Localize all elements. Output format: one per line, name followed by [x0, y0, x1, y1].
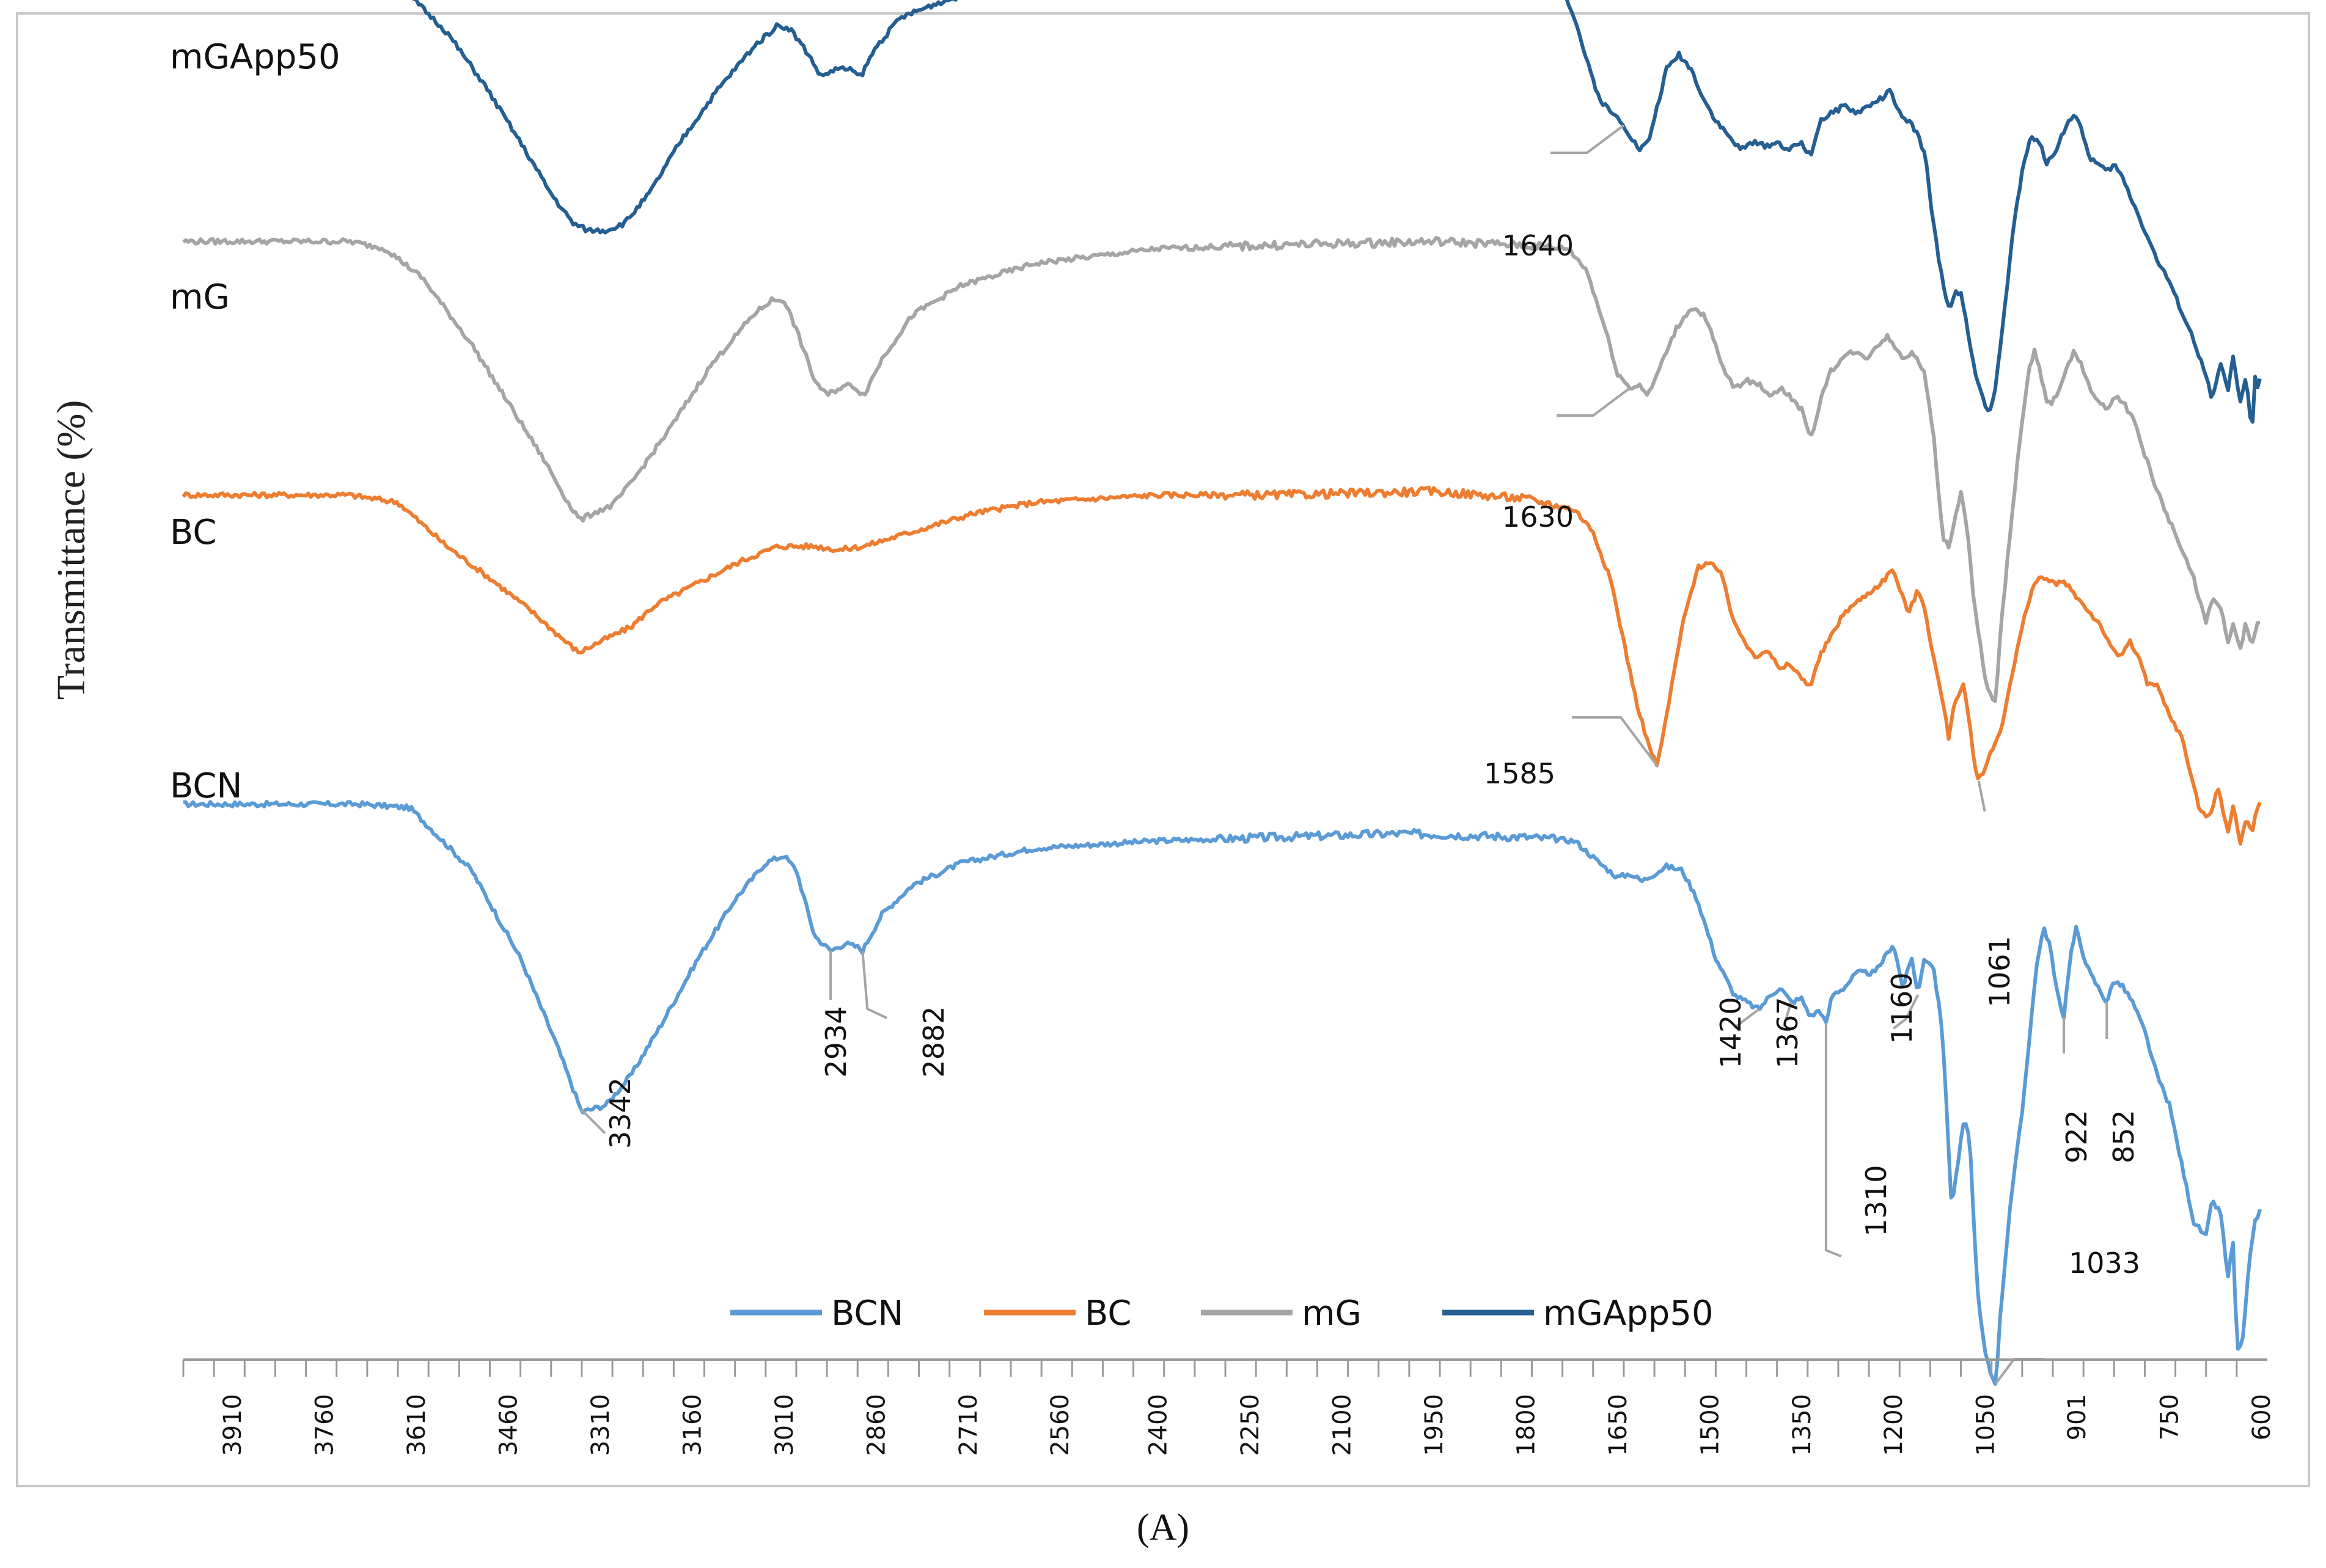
series-name-bc: BC — [170, 513, 217, 552]
annotation-label-1160: 1160 — [1885, 972, 1918, 1044]
annotation-label-852: 852 — [2107, 1110, 2140, 1163]
x-tick-label-600: 600 — [2248, 1394, 2276, 1440]
x-axis: 3910 3760 3610 3460 3310 3160 3010 2860 2710 2560… — [182, 1358, 2276, 1456]
x-tick-label-3910: 3910 — [219, 1394, 247, 1456]
annotation-label-1640: 1640 — [1502, 229, 1574, 262]
x-tick-label-3010: 3010 — [771, 1394, 799, 1456]
figure-caption: (A) — [1137, 1507, 1189, 1548]
x-tick-label-3760: 3760 — [311, 1394, 339, 1456]
series-name-bcn: BCN — [170, 766, 242, 806]
annotation-label-922: 922 — [2060, 1110, 2093, 1163]
annotation-label-1367: 1367 — [1771, 997, 1804, 1068]
annotation-leader-1420 — [1733, 1008, 1759, 1029]
annotation-leader-3342 — [579, 1108, 606, 1135]
annotation-leader-1061 — [1977, 780, 1986, 812]
series-line-mg — [182, 236, 2261, 703]
x-tick-label-1350: 1350 — [1788, 1394, 1816, 1456]
annotation-label-2934: 2934 — [820, 1006, 853, 1077]
legend-label-mg: mG — [1302, 1294, 1362, 1333]
x-tick-label-1200: 1200 — [1880, 1394, 1908, 1456]
x-tick-label-750: 750 — [2156, 1394, 2184, 1440]
series-line-bcn — [183, 799, 2262, 1386]
y-axis-label: Transmittance (%) — [49, 400, 94, 700]
annotation-label-1061: 1061 — [1983, 936, 2016, 1007]
chart-border — [16, 12, 2310, 1487]
annotation-leader-1160 — [1893, 994, 1920, 1030]
annotation-leader-1310 — [1824, 1024, 1842, 1258]
series-name-mgapp50: mGApp50 — [170, 37, 340, 77]
x-tick-label-2560: 2560 — [1046, 1394, 1074, 1456]
peak-annotations: 3342 2934 2882 1420 1367 1310 1160 922 852 1033 15… — [579, 124, 2140, 1385]
x-tick-label-3160: 3160 — [678, 1394, 706, 1456]
annotation-label-1585: 1585 — [1484, 757, 1555, 790]
legend: BCN BC mG mGApp50 — [730, 1294, 1714, 1333]
x-tick-label-2710: 2710 — [955, 1394, 983, 1456]
annotation-label-1310: 1310 — [1860, 1165, 1893, 1236]
series-lines — [182, 0, 2262, 1386]
x-tick-label-1950: 1950 — [1420, 1394, 1448, 1456]
series-name-mg: mG — [170, 277, 230, 317]
annotation-label-3342: 3342 — [604, 1077, 637, 1149]
x-tick-label-1650: 1650 — [1604, 1394, 1632, 1456]
x-tick-label-2100: 2100 — [1329, 1394, 1357, 1456]
x-tick-label-3610: 3610 — [403, 1394, 431, 1456]
series-line-bc — [182, 485, 2262, 846]
x-tick-label-1800: 1800 — [1512, 1394, 1540, 1456]
annotation-leader-2882 — [861, 950, 888, 1019]
annotation-leader-1630 — [1556, 387, 1631, 417]
legend-label-bc: BC — [1085, 1294, 1132, 1333]
x-tick-label-1500: 1500 — [1696, 1394, 1724, 1456]
x-tick-label-3310: 3310 — [587, 1394, 615, 1456]
legend-label-bcn: BCN — [831, 1294, 903, 1333]
annotation-leader-1640 — [1550, 124, 1625, 154]
x-tick-label-2860: 2860 — [862, 1394, 890, 1456]
series-name-labels: BCN BC mG mGApp50 — [170, 37, 340, 806]
x-tick-label-901: 901 — [2063, 1394, 2091, 1440]
legend-label-mgapp50: mGApp50 — [1543, 1294, 1714, 1333]
x-tick-label-1050: 1050 — [1972, 1394, 2000, 1456]
annotation-label-1630: 1630 — [1502, 500, 1574, 533]
annotation-label-1420: 1420 — [1714, 997, 1747, 1068]
series-line-mgapp50 — [412, 0, 2262, 424]
x-tick-label-2400: 2400 — [1145, 1394, 1173, 1456]
annotation-leader-1585 — [1572, 716, 1659, 768]
annotation-label-2882: 2882 — [917, 1006, 950, 1077]
x-tick-label-3460: 3460 — [495, 1394, 523, 1456]
annotation-leader-1033 — [1995, 1358, 2045, 1385]
annotation-label-1033: 1033 — [2069, 1247, 2140, 1280]
x-tick-label-2250: 2250 — [1236, 1394, 1264, 1456]
annotation-leader-1367 — [1782, 1002, 1792, 1027]
